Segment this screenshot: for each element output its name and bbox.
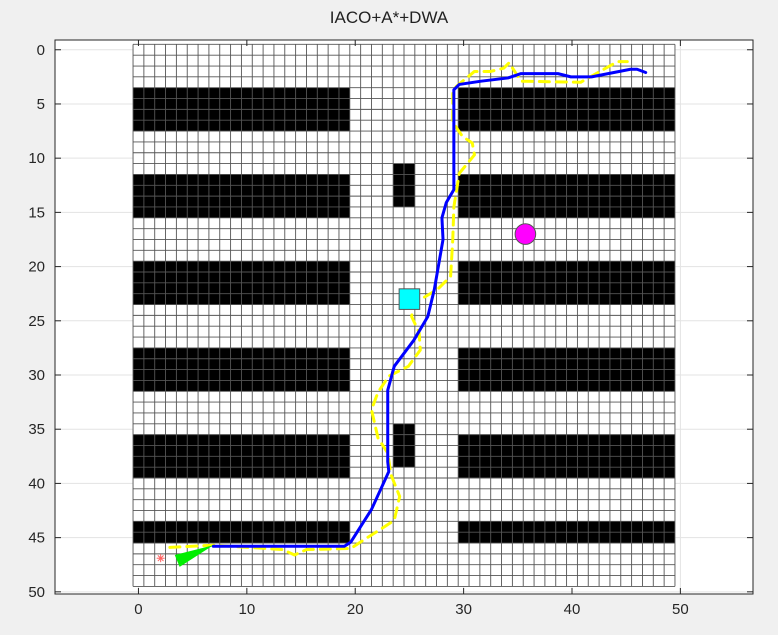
- planned-path-line: [211, 67, 648, 548]
- y-tick-label: 50: [28, 584, 45, 601]
- y-tick-label: 25: [28, 313, 45, 330]
- x-tick-label: 10: [238, 601, 255, 618]
- x-tick-label: 0: [134, 601, 142, 618]
- y-tick-label: 5: [37, 96, 45, 113]
- x-tick-label: 40: [564, 601, 581, 618]
- robot-triangle-marker: [174, 545, 214, 567]
- dynamic-obstacle-square: [398, 288, 421, 310]
- x-tick-label: 50: [672, 601, 689, 618]
- y-tick-label: 20: [28, 259, 45, 276]
- x-tick-label: 20: [347, 601, 364, 618]
- y-tick-label: 40: [28, 475, 45, 492]
- y-tick-label: 45: [28, 530, 45, 547]
- y-tick-label: 10: [28, 150, 45, 167]
- dynamic-obstacle-circle: [514, 223, 537, 245]
- map-grid: [132, 43, 676, 587]
- y-tick-label: 30: [28, 367, 45, 384]
- y-tick-label: 15: [28, 204, 45, 221]
- start-star-marker: [156, 554, 165, 563]
- y-tick-label: 0: [37, 42, 45, 59]
- chart-title: IACO+A*+DWA: [329, 8, 449, 27]
- star-ray: [157, 555, 164, 562]
- axes-box: [54, 39, 754, 595]
- y-tick-label: 35: [28, 421, 45, 438]
- x-tick-label: 30: [455, 601, 472, 618]
